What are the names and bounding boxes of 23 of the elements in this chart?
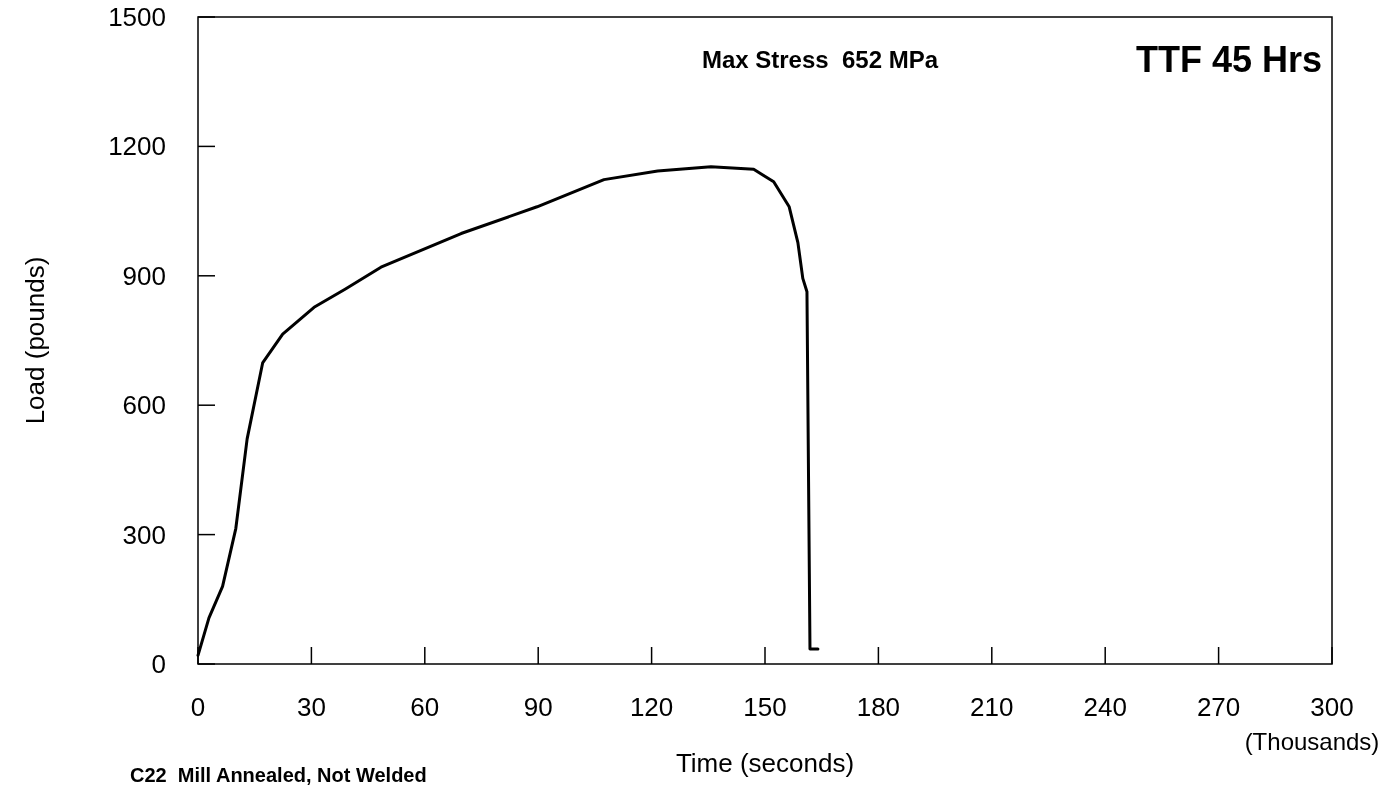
x-tick-label: 210 bbox=[970, 692, 1014, 722]
y-axis-title: Load (pounds) bbox=[20, 256, 50, 425]
y-tick-label: 1500 bbox=[108, 2, 166, 32]
y-tick-label: 1200 bbox=[108, 131, 166, 162]
text: C22 Mill Annealed, Not Welded bbox=[130, 764, 427, 786]
text: (Thousands) bbox=[1244, 728, 1380, 755]
x-axis-title: Time (seconds) bbox=[675, 748, 855, 778]
x-tick-label: 240 bbox=[1083, 692, 1127, 722]
annotation: TTF 45 Hrs bbox=[1135, 39, 1322, 80]
y-tick-label: 900 bbox=[122, 260, 166, 291]
x-tick-label: 300 bbox=[1310, 692, 1354, 722]
y-tick-label: 600 bbox=[122, 390, 166, 421]
x-tick-label: 180 bbox=[856, 692, 901, 722]
y-tick-label: 300 bbox=[122, 519, 166, 550]
annotation: Max Stress 652 MPa bbox=[701, 46, 939, 73]
x-tick-label: 150 bbox=[743, 692, 787, 722]
x-tick-label: 270 bbox=[1196, 692, 1241, 722]
x-tick-label: 120 bbox=[629, 692, 674, 722]
x-tick-label: 30 bbox=[296, 692, 326, 722]
x-tick-label: 0 bbox=[190, 692, 206, 722]
y-tick-label: 0 bbox=[151, 649, 166, 679]
x-tick-label: 60 bbox=[410, 692, 440, 722]
x-tick-label: 90 bbox=[523, 692, 553, 722]
